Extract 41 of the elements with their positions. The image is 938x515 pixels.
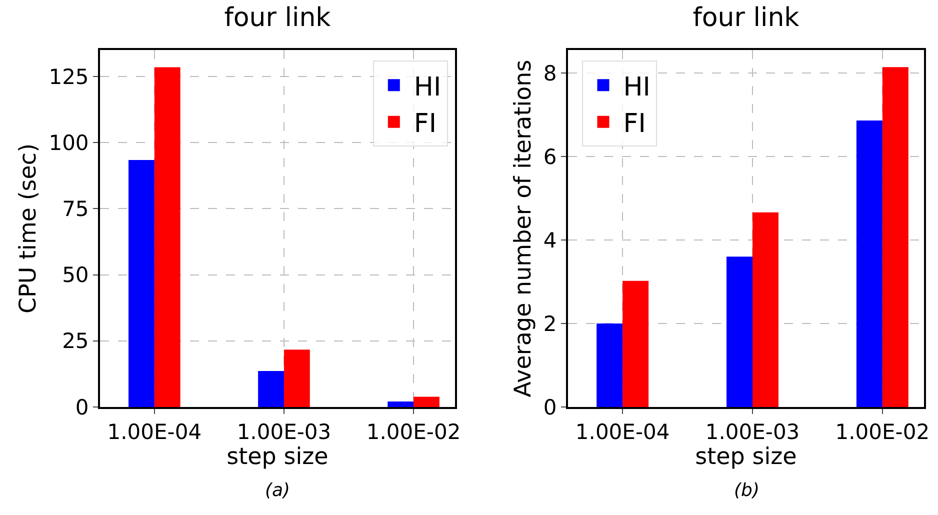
x-tick-label: 1.00E-03	[705, 420, 800, 444]
bar	[856, 120, 882, 407]
y-tick-label: 25	[62, 329, 89, 354]
bar	[752, 212, 778, 407]
bar	[388, 401, 414, 407]
bar	[128, 160, 154, 407]
x-tick-label: 1.00E-02	[366, 420, 461, 444]
bar	[882, 67, 908, 407]
bar	[258, 371, 284, 407]
legend-label: FI	[623, 109, 646, 140]
y-tick-label: 0	[75, 395, 89, 420]
y-tick-label: 50	[62, 263, 89, 288]
y-tick-label: 2	[543, 312, 557, 336]
text: (a)	[265, 480, 290, 501]
y-axis-title: Average number of iterations	[510, 60, 536, 398]
y-axis-title: CPU time (sec)	[16, 143, 42, 314]
bar	[622, 280, 649, 407]
y-tick-label: 6	[543, 144, 557, 169]
legend-label: FI	[414, 109, 437, 140]
x-axis-title: step size	[695, 444, 797, 470]
x-tick-label: 1.00E-04	[107, 420, 202, 444]
bar	[284, 350, 310, 407]
legend-label: HI	[623, 72, 650, 102]
legend-label: HI	[414, 72, 442, 102]
x-tick-label: 1.00E-02	[835, 420, 930, 444]
x-tick-label: 1.00E-04	[575, 420, 670, 444]
bar	[596, 323, 623, 407]
text: (b)	[734, 480, 760, 501]
y-tick-label: 75	[62, 197, 89, 222]
bar	[414, 396, 440, 407]
x-axis-title: step size	[226, 444, 328, 470]
x-tick-label: 1.00E-03	[236, 420, 332, 444]
chart-title: four link	[692, 2, 800, 33]
y-tick-label: 0	[543, 395, 557, 420]
bar	[726, 256, 752, 407]
y-tick-label: 4	[543, 228, 557, 252]
chart-title: four link	[224, 2, 331, 33]
y-tick-label: 8	[543, 61, 557, 86]
y-tick-label: 100	[48, 130, 89, 155]
bar	[154, 67, 180, 407]
y-tick-label: 125	[48, 64, 89, 89]
